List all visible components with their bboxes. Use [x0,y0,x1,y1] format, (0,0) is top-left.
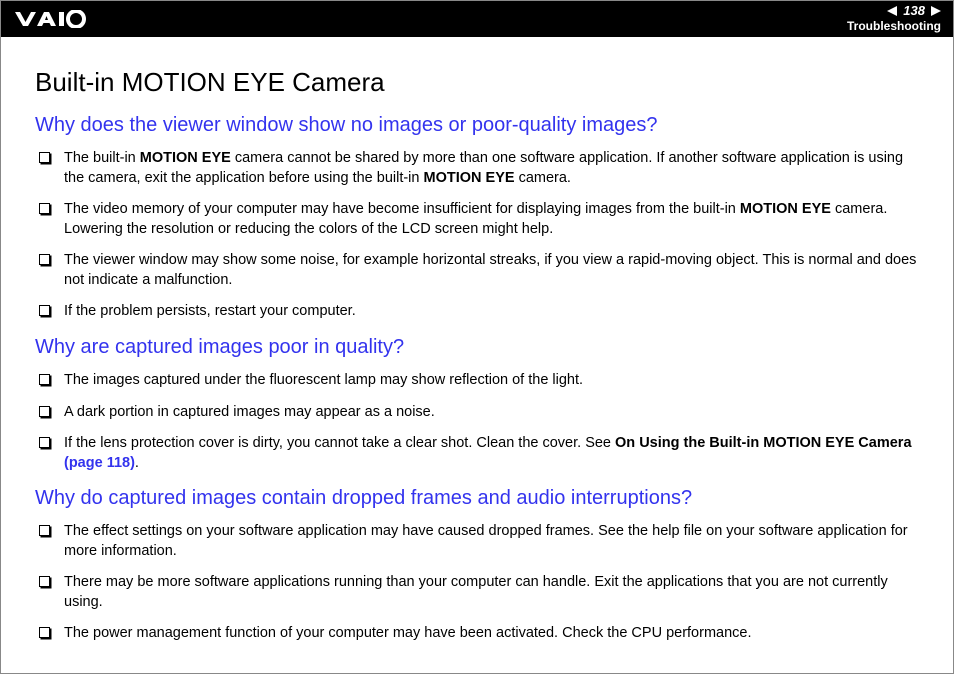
prev-page-arrow-icon[interactable] [887,6,897,16]
page-number: 138 [901,3,927,18]
bullet-icon [39,254,50,265]
bullet-icon [39,406,50,417]
list-item: The video memory of your computer may ha… [35,200,919,239]
list-item: A dark portion in captured images may ap… [35,403,919,423]
bullet-icon [39,152,50,163]
page-link[interactable]: (page 118) [64,455,135,471]
section-heading: Why do captured images contain dropped f… [35,487,919,510]
bullet-icon [39,437,50,448]
item-text: The video memory of your computer may ha… [64,200,919,239]
section-0: Why does the viewer window show no image… [35,114,919,322]
list-item: The images captured under the fluorescen… [35,371,919,391]
item-text: There may be more software applications … [64,573,919,612]
next-page-arrow-icon[interactable] [931,6,941,16]
item-text: The viewer window may show some noise, f… [64,251,919,290]
header-bar: 138 Troubleshooting [1,1,953,37]
bullet-icon [39,627,50,638]
item-text: A dark portion in captured images may ap… [64,403,919,423]
list-item: The viewer window may show some noise, f… [35,251,919,290]
list-item: There may be more software applications … [35,573,919,612]
bullet-list: The images captured under the fluorescen… [35,371,919,473]
section-heading: Why are captured images poor in quality? [35,336,919,359]
item-text: If the problem persists, restart your co… [64,302,919,322]
section-label: Troubleshooting [847,19,941,33]
bullet-icon [39,374,50,385]
main-title: Built-in MOTION EYE Camera [35,67,919,98]
list-item: The power management function of your co… [35,624,919,644]
page-nav: 138 [887,3,941,18]
section-2: Why do captured images contain dropped f… [35,487,919,644]
bullet-icon [39,305,50,316]
bullet-list: The effect settings on your software app… [35,522,919,644]
item-text: The built-in MOTION EYE camera cannot be… [64,149,919,188]
list-item: The built-in MOTION EYE camera cannot be… [35,149,919,188]
item-text: The images captured under the fluorescen… [64,371,919,391]
item-text: If the lens protection cover is dirty, y… [64,434,919,473]
bullet-icon [39,203,50,214]
page-content: Built-in MOTION EYE Camera Why does the … [1,37,953,676]
section-1: Why are captured images poor in quality?… [35,336,919,473]
item-text: The effect settings on your software app… [64,522,919,561]
bullet-icon [39,576,50,587]
item-text: The power management function of your co… [64,624,919,644]
list-item: The effect settings on your software app… [35,522,919,561]
list-item: If the problem persists, restart your co… [35,302,919,322]
list-item: If the lens protection cover is dirty, y… [35,434,919,473]
bullet-icon [39,525,50,536]
bullet-list: The built-in MOTION EYE camera cannot be… [35,149,919,322]
vaio-logo [15,10,101,28]
section-heading: Why does the viewer window show no image… [35,114,919,137]
